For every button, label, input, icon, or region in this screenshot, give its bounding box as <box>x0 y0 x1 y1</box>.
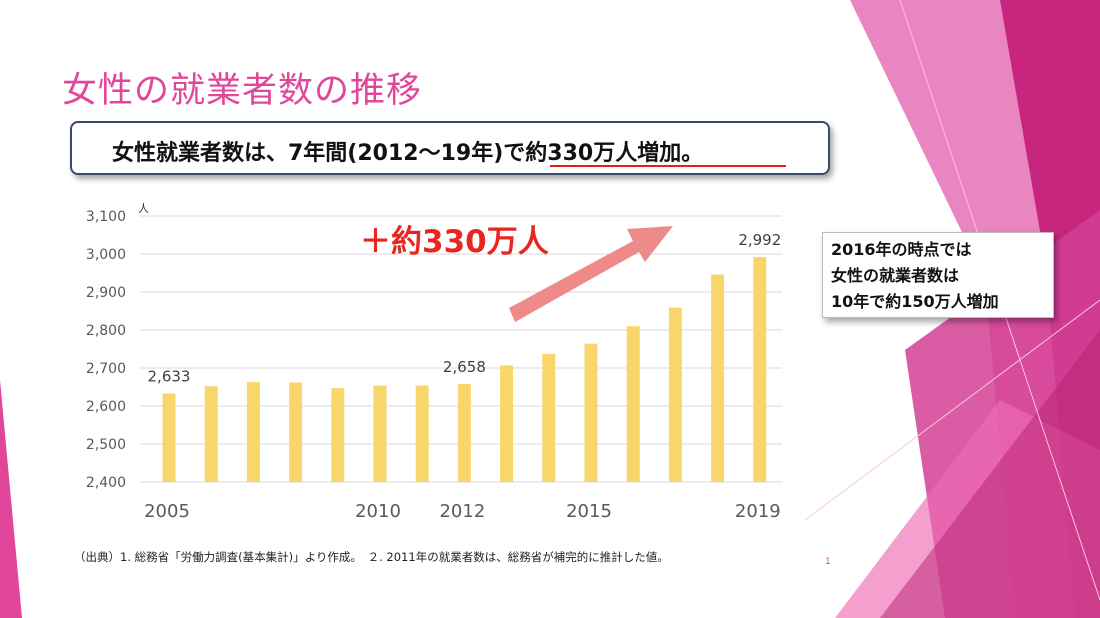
note-line: 2016年の時点では <box>831 240 972 259</box>
y-tick-label: 2,800 <box>86 323 126 339</box>
note-line: 女性の就業者数は <box>831 266 960 285</box>
note-box: 2016年の時点では 女性の就業者数は 10年で約150万人増加 <box>822 232 1054 318</box>
x-tick-label: 2015 <box>566 501 612 522</box>
deco-shape <box>880 330 1100 618</box>
bar <box>626 326 640 482</box>
data-labels: 2,633 2,658 2,992 <box>148 231 782 385</box>
bar-chart: 2,400 2,500 2,600 2,700 2,800 2,900 3,000 3,100… <box>86 202 782 522</box>
note-line: 10年で約150万人増加 <box>831 292 999 311</box>
bar <box>457 383 471 482</box>
summary-text: 女性就業者数は、7年間(2012～19年)で約330万人増加。 <box>112 135 703 167</box>
bar <box>373 385 387 482</box>
summary-callout: 女性就業者数は、7年間(2012～19年)で約330万人増加。 <box>70 121 830 175</box>
y-tick-label: 2,400 <box>86 475 126 491</box>
data-label: 2,658 <box>443 358 486 376</box>
bar <box>415 385 429 482</box>
x-tick-label: 2010 <box>355 501 401 522</box>
trend-arrow <box>509 226 673 322</box>
y-tick-label: 2,900 <box>86 285 126 301</box>
bars <box>162 257 767 482</box>
data-label: 2,992 <box>738 231 781 249</box>
bar <box>204 386 218 482</box>
bar <box>584 343 598 482</box>
data-label: 2,633 <box>148 367 191 385</box>
y-tick-label: 2,600 <box>86 399 126 415</box>
deco-shape <box>0 380 22 618</box>
bar <box>711 274 725 482</box>
y-tick-label: 2,500 <box>86 437 126 453</box>
slide-title: 女性の就業者数の推移 <box>62 71 423 111</box>
bar <box>162 393 176 482</box>
deco-line <box>804 299 1100 521</box>
y-unit-label: 人 <box>138 202 149 215</box>
summary-highlight: 約330万人増加。 <box>525 141 704 166</box>
y-tick-label: 3,100 <box>86 209 126 225</box>
source-note: （出典）1. 総務省「労働力調査(基本集計)」より作成。 ２. 2011年の就業… <box>74 550 669 564</box>
page-number: 1 <box>825 557 831 567</box>
summary-prefix: 女性就業者数は、7年間(2012～19年)で <box>112 141 526 166</box>
bar <box>500 365 514 482</box>
x-tick-label: 2019 <box>735 501 781 522</box>
x-tick-label: 2012 <box>439 501 485 522</box>
bar <box>753 257 767 482</box>
bar <box>668 307 682 482</box>
bar <box>289 382 303 482</box>
highlight-underline <box>550 165 786 167</box>
bar <box>542 353 556 482</box>
axes: 2,400 2,500 2,600 2,700 2,800 2,900 3,000 3,100… <box>86 202 781 522</box>
increase-label: ＋約330万人 <box>360 224 549 260</box>
bar <box>331 388 345 482</box>
bar <box>246 382 260 482</box>
y-tick-label: 2,700 <box>86 361 126 377</box>
y-tick-label: 3,000 <box>86 247 126 263</box>
x-tick-label: 2005 <box>144 501 190 522</box>
